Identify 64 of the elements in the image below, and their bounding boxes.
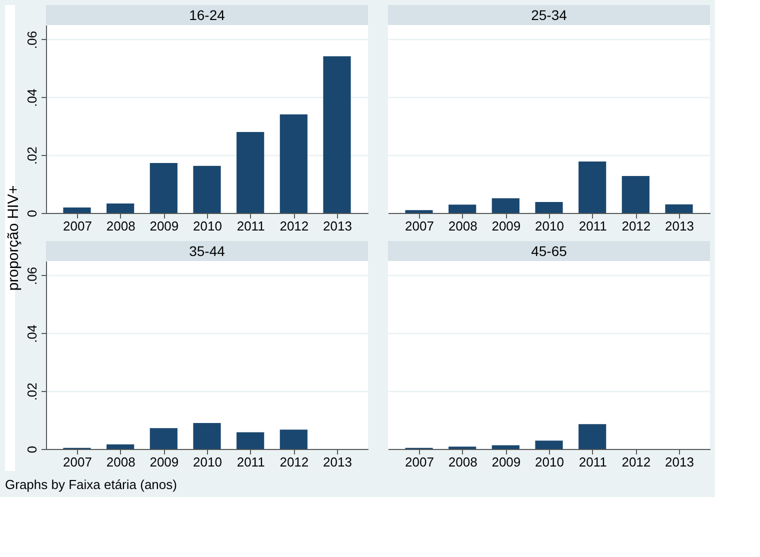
x-tick-label: 2010	[193, 454, 222, 470]
bar	[622, 176, 650, 213]
bar	[492, 445, 520, 449]
bar	[236, 132, 264, 213]
chart-title: 45-65	[531, 243, 568, 259]
bar	[492, 198, 520, 213]
chart-title: 35-44	[189, 243, 226, 259]
chart-title: 25-34	[531, 7, 568, 23]
text: Graphs by Faixa etária (anos)	[5, 477, 177, 492]
x-tick-label: 2008	[448, 218, 478, 234]
bar	[193, 166, 221, 213]
x-tick-label: 2012	[622, 218, 651, 234]
x-tick-label: 2010	[535, 454, 564, 470]
y-tick-label: .06	[24, 30, 40, 49]
bar	[665, 204, 693, 213]
y-tick-label: .04	[24, 88, 40, 107]
bar	[150, 162, 178, 213]
bar	[280, 430, 308, 449]
x-tick-label: 2010	[535, 218, 564, 234]
x-tick-label: 2010	[193, 218, 222, 234]
bar	[280, 114, 308, 213]
x-tick-label: 2007	[405, 218, 434, 234]
bar	[106, 203, 134, 213]
x-tick-label: 2008	[448, 454, 478, 470]
y-tick-label: .02	[24, 146, 40, 165]
y-tick-label: 0	[24, 210, 40, 218]
x-tick-label: 2011	[236, 454, 265, 470]
x-tick-label: 2013	[665, 454, 694, 470]
bar	[236, 432, 264, 449]
chart-title: 16-24	[189, 7, 226, 23]
x-tick-label: 2011	[236, 218, 265, 234]
bar	[535, 202, 563, 213]
x-tick-label: 2012	[280, 218, 309, 234]
x-tick-label: 2011	[578, 218, 607, 234]
x-tick-label: 2008	[106, 454, 136, 470]
y-tick-label: 0	[24, 446, 40, 454]
x-tick-label: 2009	[492, 454, 521, 470]
y-tick-label: .02	[24, 382, 40, 401]
x-tick-label: 2009	[150, 454, 179, 470]
x-tick-label: 2013	[665, 218, 694, 234]
x-tick-label: 2013	[323, 454, 352, 470]
bar	[150, 428, 178, 449]
y-tick-label: .04	[24, 324, 40, 343]
x-tick-label: 2013	[323, 218, 352, 234]
y-tick-label: .06	[24, 266, 40, 285]
x-tick-label: 2011	[578, 454, 607, 470]
x-tick-label: 2012	[280, 454, 309, 470]
x-tick-label: 2009	[150, 218, 179, 234]
bar	[578, 162, 606, 213]
x-tick-label: 2012	[622, 454, 651, 470]
bar	[193, 422, 221, 449]
bar	[448, 204, 476, 213]
bar	[535, 440, 563, 449]
bar	[323, 56, 351, 213]
bar	[405, 210, 433, 213]
y-axis-title: proporção HIV+	[5, 185, 22, 291]
bar	[578, 424, 606, 449]
bar	[106, 444, 134, 449]
x-tick-label: 2009	[492, 218, 521, 234]
x-tick-label: 2008	[106, 218, 136, 234]
bar	[63, 208, 91, 213]
x-tick-label: 2007	[405, 454, 434, 470]
x-tick-label: 2007	[63, 454, 92, 470]
x-tick-label: 2007	[63, 218, 92, 234]
